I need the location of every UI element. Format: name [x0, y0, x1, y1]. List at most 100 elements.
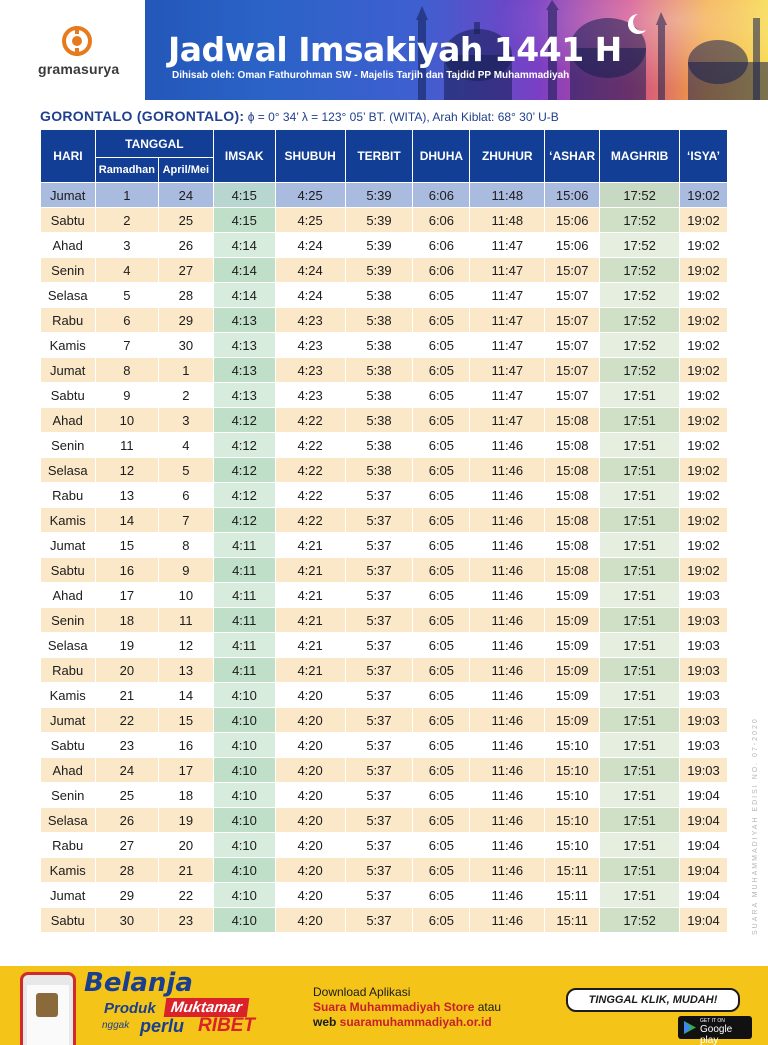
cell-zhuhur: 11:46	[469, 657, 546, 683]
cell-isya: 19:03	[679, 757, 728, 783]
cell-shubuh: 4:20	[275, 682, 346, 708]
cell-hari: Rabu	[40, 307, 96, 333]
table-row: Sabtu 16 9 4:11 4:21 5:37 6:05 11:46 15:08 17:51 1…	[40, 557, 728, 583]
cell-dhuha: 6:05	[412, 857, 471, 883]
cell-hari: Rabu	[40, 482, 96, 508]
page-subtitle: Dihisab oleh: Oman Fathurohman SW - Maje…	[172, 70, 570, 81]
cell-shubuh: 4:25	[275, 207, 346, 233]
cell-hari: Rabu	[40, 657, 96, 683]
cell-maghrib: 17:52	[599, 207, 681, 233]
cell-terbit: 5:38	[345, 432, 414, 458]
cell-hari: Kamis	[40, 682, 96, 708]
cell-maghrib: 17:52	[599, 357, 681, 383]
cell-dhuha: 6:05	[412, 607, 471, 633]
col-header-ashar: ‘ASHAR	[544, 129, 601, 183]
cell-maghrib: 17:51	[599, 432, 681, 458]
cell-ramadhan: 10	[95, 407, 159, 433]
table-row: Jumat 15 8 4:11 4:21 5:37 6:05 11:46 15:08 17:51 1…	[40, 532, 728, 558]
cell-terbit: 5:37	[345, 632, 414, 658]
cell-shubuh: 4:22	[275, 457, 346, 483]
cell-isya: 19:02	[679, 532, 728, 558]
cell-shubuh: 4:22	[275, 432, 346, 458]
cell-zhuhur: 11:46	[469, 682, 546, 708]
google-play-badge[interactable]: GET IT ON Google play	[678, 1016, 752, 1045]
cell-terbit: 5:38	[345, 457, 414, 483]
cell-ramadhan: 1	[95, 182, 159, 208]
table-row: Sabtu 2 25 4:15 4:25 5:39 6:06 11:48 15:06 17:52 1…	[40, 207, 728, 233]
cell-zhuhur: 11:46	[469, 757, 546, 783]
cell-terbit: 5:37	[345, 857, 414, 883]
cell-aprilmei: 18	[158, 782, 214, 808]
cell-imsak: 4:11	[213, 632, 276, 658]
cell-dhuha: 6:05	[412, 632, 471, 658]
cell-dhuha: 6:05	[412, 882, 471, 908]
cell-terbit: 5:37	[345, 582, 414, 608]
table-row: Jumat 22 15 4:10 4:20 5:37 6:05 11:46 15:09 17:51…	[40, 707, 728, 733]
footer-ad-banner[interactable]: Belanja Produk Muktamar nggak perlu RIBE…	[0, 966, 768, 1045]
cell-ramadhan: 20	[95, 657, 159, 683]
cell-zhuhur: 11:46	[469, 582, 546, 608]
cell-terbit: 5:39	[345, 232, 414, 258]
col-header-isya: ‘ISYA’	[679, 129, 728, 183]
cell-isya: 19:04	[679, 882, 728, 908]
cell-zhuhur: 11:46	[469, 482, 546, 508]
cell-shubuh: 4:24	[275, 232, 346, 258]
gramasurya-logo-icon	[62, 26, 92, 56]
cell-ashar: 15:07	[544, 357, 601, 383]
cell-ashar: 15:10	[544, 832, 601, 858]
table-row: Ahad 3 26 4:14 4:24 5:39 6:06 11:47 15:06 17:52 19…	[40, 232, 728, 258]
web-url-link[interactable]: suaramuhammadiyah.or.id	[339, 1015, 492, 1029]
cell-isya: 19:02	[679, 282, 728, 308]
cell-hari: Sabtu	[40, 382, 96, 408]
cell-terbit: 5:39	[345, 257, 414, 283]
table-row: Senin 11 4 4:12 4:22 5:38 6:05 11:46 15:08 17:51 1…	[40, 432, 728, 458]
table-row: Senin 4 27 4:14 4:24 5:39 6:06 11:47 15:07 17:52 1…	[40, 257, 728, 283]
cell-zhuhur: 11:46	[469, 882, 546, 908]
cell-ashar: 15:09	[544, 707, 601, 733]
cell-imsak: 4:10	[213, 882, 276, 908]
col-header-imsak: IMSAK	[212, 129, 276, 183]
cell-ramadhan: 28	[95, 857, 159, 883]
cell-imsak: 4:15	[213, 207, 276, 233]
cell-hari: Selasa	[40, 457, 96, 483]
ad-ribet: RIBET	[198, 1015, 255, 1036]
cell-dhuha: 6:06	[412, 257, 471, 283]
store-name[interactable]: Suara Muhammadiyah Store	[313, 1000, 475, 1014]
cell-ashar: 15:07	[544, 257, 601, 283]
cell-dhuha: 6:05	[412, 532, 471, 558]
cell-terbit: 5:38	[345, 282, 414, 308]
cell-hari: Kamis	[40, 507, 96, 533]
cell-ashar: 15:09	[544, 657, 601, 683]
cell-maghrib: 17:52	[599, 282, 681, 308]
cell-ashar: 15:10	[544, 757, 601, 783]
cell-ramadhan: 16	[95, 557, 159, 583]
cell-shubuh: 4:21	[275, 632, 346, 658]
cell-hari: Senin	[40, 257, 96, 283]
cell-dhuha: 6:05	[412, 757, 471, 783]
cell-isya: 19:02	[679, 307, 728, 333]
cell-isya: 19:02	[679, 207, 728, 233]
cell-maghrib: 17:52	[599, 907, 681, 933]
table-row: Rabu 13 6 4:12 4:22 5:37 6:05 11:46 15:08 17:51 19…	[40, 482, 728, 508]
download-line: Download Aplikasi	[313, 985, 411, 999]
ad-belanja: Belanja	[84, 968, 193, 998]
cell-dhuha: 6:05	[412, 782, 471, 808]
cell-isya: 19:02	[679, 357, 728, 383]
cell-ashar: 15:06	[544, 232, 601, 258]
cell-aprilmei: 25	[158, 207, 214, 233]
table-body: Jumat 1 24 4:15 4:25 5:39 6:06 11:48 15:06 17:52 1…	[40, 182, 728, 933]
cell-ramadhan: 8	[95, 357, 159, 383]
cell-aprilmei: 23	[158, 907, 214, 933]
cell-aprilmei: 3	[158, 407, 214, 433]
cell-dhuha: 6:05	[412, 482, 471, 508]
cell-imsak: 4:10	[213, 782, 276, 808]
col-header-dhuha: DHUHA	[412, 129, 471, 183]
table-row: Senin 25 18 4:10 4:20 5:37 6:05 11:46 15:10 17:51…	[40, 782, 728, 808]
cell-hari: Ahad	[40, 757, 96, 783]
cell-dhuha: 6:05	[412, 307, 471, 333]
cell-isya: 19:02	[679, 257, 728, 283]
cell-aprilmei: 28	[158, 282, 214, 308]
cell-isya: 19:03	[679, 732, 728, 758]
tinggal-klik-button[interactable]: TINGGAL KLIK, MUDAH!	[566, 988, 740, 1012]
cell-ramadhan: 4	[95, 257, 159, 283]
